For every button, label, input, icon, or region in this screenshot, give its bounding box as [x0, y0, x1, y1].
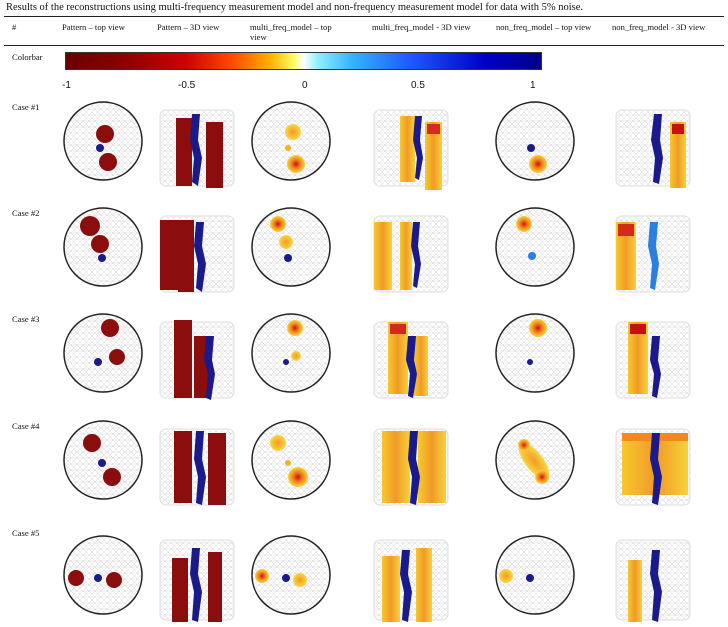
colorbar-tick: -1: [62, 80, 71, 91]
top-rule: [4, 16, 724, 17]
pattern-3d-view-image: [159, 215, 235, 293]
pattern-3d-view-image: [159, 109, 235, 188]
case-label: Case #1: [12, 102, 40, 112]
header-non-3d: non_freq_model - 3D view: [612, 22, 706, 32]
colorbar-label: Colorbar: [12, 52, 43, 62]
multi-freq-top-view-image: [251, 207, 331, 287]
case-label: Case #3: [12, 314, 40, 324]
multi-freq-3d-view-image: [373, 321, 449, 399]
header-pattern-top: Pattern – top view: [62, 22, 125, 32]
non-freq-top-view-image: [495, 313, 575, 393]
non-freq-top-view-image: [495, 207, 575, 287]
header-index: #: [12, 22, 17, 32]
header-rule: [4, 45, 724, 46]
non-freq-3d-view-image: [615, 428, 691, 506]
table-caption: Results of the reconstructions using mul…: [6, 2, 584, 13]
colorbar-tick: 0: [302, 80, 308, 91]
non-freq-3d-view-image: [615, 321, 691, 399]
colorbar-tick: 1: [530, 80, 536, 91]
header-multi-3d: multi_freq_model - 3D view: [372, 22, 471, 32]
header-non-top: non_freq_model – top view: [496, 22, 592, 32]
non-freq-3d-view-image: [615, 215, 691, 293]
colorbar-tick: 0.5: [411, 80, 425, 91]
pattern-top-view-image: [63, 207, 143, 287]
non-freq-top-view-image: [495, 420, 575, 500]
case-label: Case #5: [12, 528, 40, 538]
header-multi-top: multi_freq_model – top view: [250, 22, 332, 42]
header-pattern-3d: Pattern – 3D view: [157, 22, 220, 32]
non-freq-3d-view-image: [615, 109, 691, 188]
colorbar-tick: -0.5: [178, 80, 196, 91]
multi-freq-3d-view-image: [373, 539, 449, 622]
multi-freq-top-view-image: [251, 420, 331, 500]
non-freq-top-view-image: [495, 101, 575, 181]
non-freq-top-view-image: [495, 535, 575, 615]
case-label: Case #4: [12, 421, 40, 431]
multi-freq-3d-view-image: [373, 428, 449, 506]
pattern-3d-view-image: [159, 539, 235, 622]
pattern-3d-view-image: [159, 320, 235, 400]
pattern-top-view-image: [63, 101, 143, 181]
pattern-top-view-image: [63, 420, 143, 500]
multi-freq-top-view-image: [251, 101, 331, 181]
colorbar: [65, 52, 542, 70]
non-freq-3d-view-image: [615, 539, 691, 622]
multi-freq-3d-view-image: [373, 215, 449, 293]
multi-freq-3d-view-image: [373, 109, 449, 190]
pattern-top-view-image: [63, 535, 143, 615]
multi-freq-top-view-image: [251, 535, 331, 615]
pattern-top-view-image: [63, 313, 143, 393]
pattern-3d-view-image: [159, 428, 235, 506]
case-label: Case #2: [12, 208, 40, 218]
multi-freq-top-view-image: [251, 313, 331, 393]
